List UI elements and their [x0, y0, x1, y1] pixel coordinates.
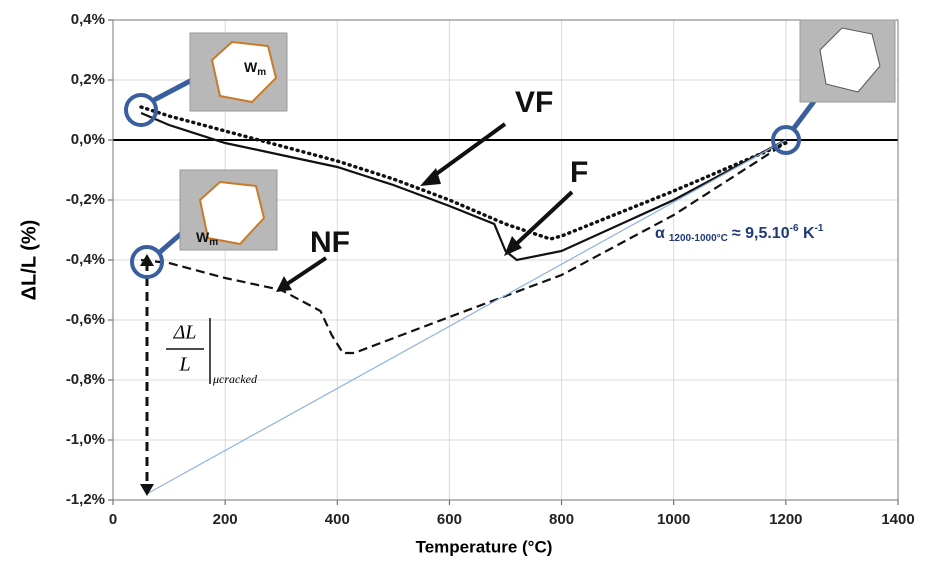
series-line: [140, 111, 787, 262]
alpha-exp: -6: [790, 223, 799, 234]
arrow-head: [276, 276, 292, 292]
arrow: [426, 122, 507, 182]
inset-label-sub: m: [209, 237, 218, 248]
fraction-denominator: L: [178, 354, 190, 376]
fraction-numerator: ΔL: [173, 322, 197, 344]
series-label: F: [570, 156, 588, 189]
connector: [792, 98, 817, 130]
alpha-annotation: α 1200-1000°C ≈ 9,5.10-6 K-1: [655, 223, 824, 244]
inset-label-main: W: [244, 59, 258, 75]
marker-circle: [124, 93, 158, 127]
lines: [139, 105, 788, 495]
x-tick-label: 1000: [657, 511, 690, 528]
x-tick-label: 400: [325, 511, 350, 528]
y-tick-label: 0,0%: [71, 131, 105, 148]
alpha-unit-exp: -1: [815, 223, 824, 234]
inset-label: Wm: [244, 59, 266, 78]
series-line: [140, 142, 787, 355]
arrow: [510, 190, 574, 250]
inset-label: Wm: [196, 229, 218, 248]
decorations: Wm Wm: [124, 19, 896, 496]
y-tick-label: -0,8%: [66, 371, 105, 388]
y-tick-label: -1,0%: [66, 431, 105, 448]
marker-circle: [771, 125, 801, 155]
arrow-head: [504, 236, 522, 256]
fraction-subscript: μcracked: [212, 372, 258, 386]
alpha-value: ≈ 9,5.10: [732, 225, 790, 242]
series-line: [139, 105, 788, 241]
arrow-head: [420, 168, 441, 186]
y-tick-label: -1,2%: [66, 491, 105, 508]
x-tick-label: 800: [549, 511, 574, 528]
series-label: NF: [310, 226, 350, 259]
alpha-range: 1200-1000°C: [669, 233, 728, 244]
connector: [158, 230, 185, 254]
x-tick-label: 200: [213, 511, 238, 528]
alpha-unit: K: [799, 225, 815, 242]
fraction: ΔL L μcracked: [166, 318, 258, 386]
marker-circle: [130, 245, 164, 279]
y-tick-label: 0,4%: [71, 11, 105, 28]
x-tick-label: 1400: [881, 511, 914, 528]
connector: [152, 77, 194, 103]
y-tick-label: 0,2%: [71, 71, 105, 88]
x-tick-label: 0: [109, 511, 117, 528]
series-line: [146, 139, 787, 495]
arrow: [282, 256, 328, 288]
y-tick-label: -0,2%: [66, 191, 105, 208]
grain: [210, 40, 278, 104]
y-tick-label: -0,4%: [66, 251, 105, 268]
series-label: VF: [515, 86, 553, 119]
grain: [198, 180, 266, 246]
x-tick-label: 1200: [769, 511, 802, 528]
plot-frame: [112, 19, 899, 501]
alpha-symbol: α: [655, 225, 665, 242]
y-axis-label: ΔL/L (%): [18, 220, 40, 301]
x-axis-label: Temperature (°C): [416, 537, 553, 556]
y-tick-label: -0,6%: [66, 311, 105, 328]
inset-label-main: W: [196, 229, 210, 245]
grain: [819, 27, 881, 93]
arrow-head: [140, 254, 154, 266]
inset-label-sub: m: [257, 67, 266, 78]
x-tick-label: 600: [437, 511, 462, 528]
arrow-head: [140, 484, 154, 496]
